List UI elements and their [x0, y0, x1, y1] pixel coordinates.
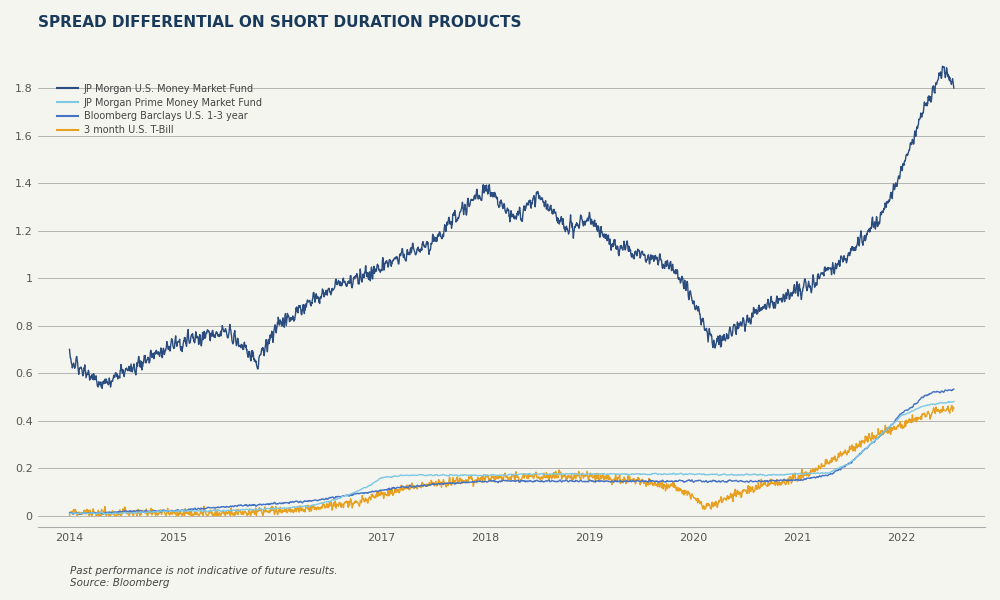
Text: SPREAD DIFFERENTIAL ON SHORT DURATION PRODUCTS: SPREAD DIFFERENTIAL ON SHORT DURATION PR… [38, 15, 522, 30]
Text: Source: Bloomberg: Source: Bloomberg [70, 578, 170, 588]
Text: Past performance is not indicative of future results.: Past performance is not indicative of fu… [70, 566, 338, 576]
Legend: JP Morgan U.S. Money Market Fund, JP Morgan Prime Money Market Fund, Bloomberg B: JP Morgan U.S. Money Market Fund, JP Mor… [53, 80, 267, 139]
